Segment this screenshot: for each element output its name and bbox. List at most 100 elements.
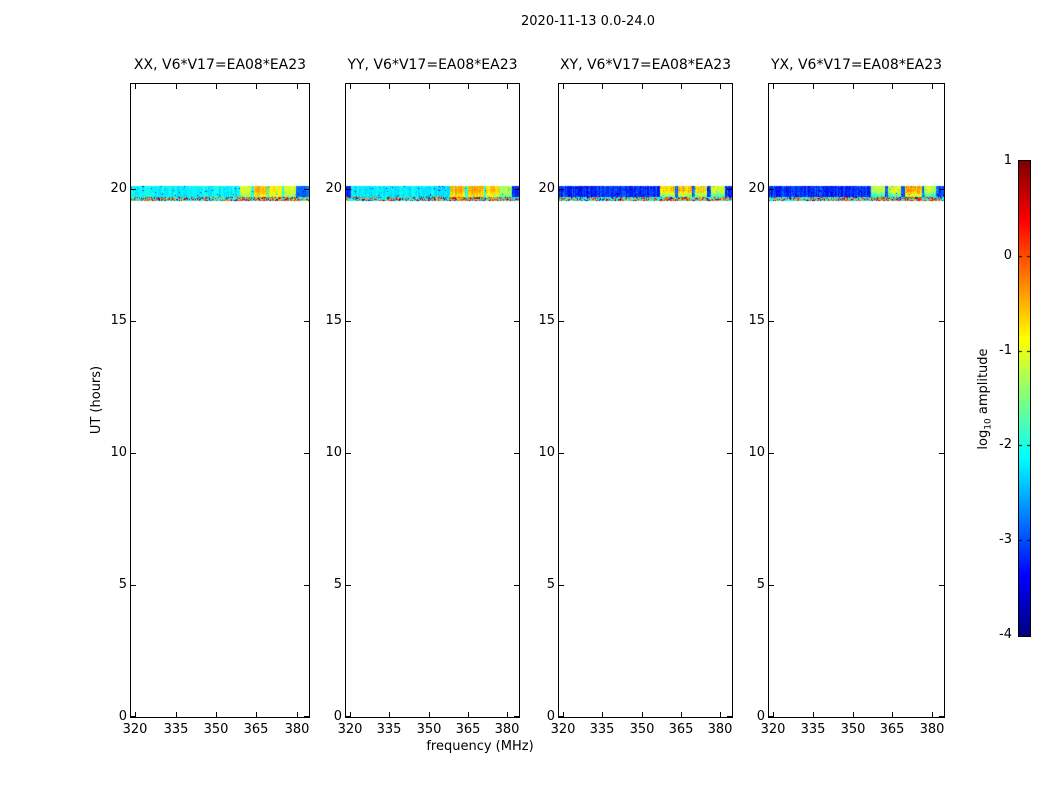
x-tick-label: 365 [879,722,905,737]
x-tick-label: 335 [376,722,402,737]
y-tick [727,716,732,717]
panel-title-yy: YY, V6*V17=EA08*EA23 [347,57,518,73]
y-tick [514,453,519,454]
x-tick-label: 380 [919,722,945,737]
y-tick [727,453,732,454]
y-tick [131,716,136,717]
y-tick [939,585,944,586]
y-tick [769,321,774,322]
y-tick [939,716,944,717]
colorbar-tick-label: -1 [999,343,1012,358]
x-tick [135,712,136,717]
y-tick-label: 10 [538,445,555,460]
x-tick [507,84,508,89]
heatmap-canvas-yx [769,84,944,717]
colorbar-canvas [1019,161,1030,636]
panel-xy [558,83,733,718]
x-tick [602,712,603,717]
y-tick-label: 10 [325,445,342,460]
x-tick [176,712,177,717]
panel-title-xy: XY, V6*V17=EA08*EA23 [559,57,732,73]
x-tick [216,712,217,717]
x-tick [507,712,508,717]
panel-xx [130,83,310,718]
y-tick-label: 15 [538,313,555,328]
y-tick [514,189,519,190]
x-tick-label: 350 [203,722,229,737]
x-tick [563,712,564,717]
x-tick [350,712,351,717]
x-tick [720,84,721,89]
x-tick-label: 335 [589,722,615,737]
x-tick [256,84,257,89]
y-tick [131,321,136,322]
x-tick [563,84,564,89]
heatmap-canvas-xx [131,84,309,717]
panel-yx [768,83,945,718]
x-tick [642,712,643,717]
x-tick [176,84,177,89]
x-tick [892,712,893,717]
y-tick [514,585,519,586]
y-tick-label: 20 [110,181,127,196]
x-tick [389,712,390,717]
x-tick-label: 350 [629,722,655,737]
y-tick [346,321,351,322]
x-tick-label: 365 [243,722,269,737]
x-tick [135,84,136,89]
x-tick [468,84,469,89]
x-tick-label: 380 [707,722,733,737]
y-tick [514,321,519,322]
x-tick-label: 320 [550,722,576,737]
y-tick [559,189,564,190]
x-tick [720,712,721,717]
x-tick [429,84,430,89]
x-tick-label: 320 [337,722,363,737]
y-tick-label: 20 [748,181,765,196]
y-tick-label: 20 [325,181,342,196]
y-tick [346,189,351,190]
y-tick-label: 20 [538,181,555,196]
x-tick [773,84,774,89]
y-axis-label: UT (hours) [89,365,104,435]
colorbar-label-sub: 10 [983,418,994,430]
x-tick-label: 380 [494,722,520,737]
x-tick [853,84,854,89]
y-tick [939,189,944,190]
colorbar-tick-label: -2 [999,437,1012,452]
y-tick [304,585,309,586]
x-tick [297,84,298,89]
y-tick [769,585,774,586]
y-tick-label: 5 [546,577,555,592]
x-tick-label: 365 [668,722,694,737]
x-tick [602,84,603,89]
x-tick [642,84,643,89]
y-tick [939,321,944,322]
x-tick [681,712,682,717]
x-tick [853,712,854,717]
y-tick [304,189,309,190]
y-tick [727,585,732,586]
y-tick [727,321,732,322]
x-tick [773,712,774,717]
x-tick [350,84,351,89]
panel-title-xx: XX, V6*V17=EA08*EA23 [133,57,307,73]
x-tick [813,84,814,89]
y-tick [939,453,944,454]
y-tick [131,189,136,190]
x-tick [468,712,469,717]
y-tick-label: 5 [118,577,127,592]
y-tick-label: 5 [333,577,342,592]
y-tick-label: 0 [118,709,127,724]
x-tick-label: 350 [840,722,866,737]
y-tick-label: 15 [748,313,765,328]
y-tick-label: 5 [756,577,765,592]
x-tick [429,712,430,717]
heatmap-canvas-yy [346,84,519,717]
y-tick [131,453,136,454]
y-tick [346,716,351,717]
y-tick [304,321,309,322]
x-axis-label: frequency (MHz) [426,739,534,754]
y-tick-label: 0 [333,709,342,724]
